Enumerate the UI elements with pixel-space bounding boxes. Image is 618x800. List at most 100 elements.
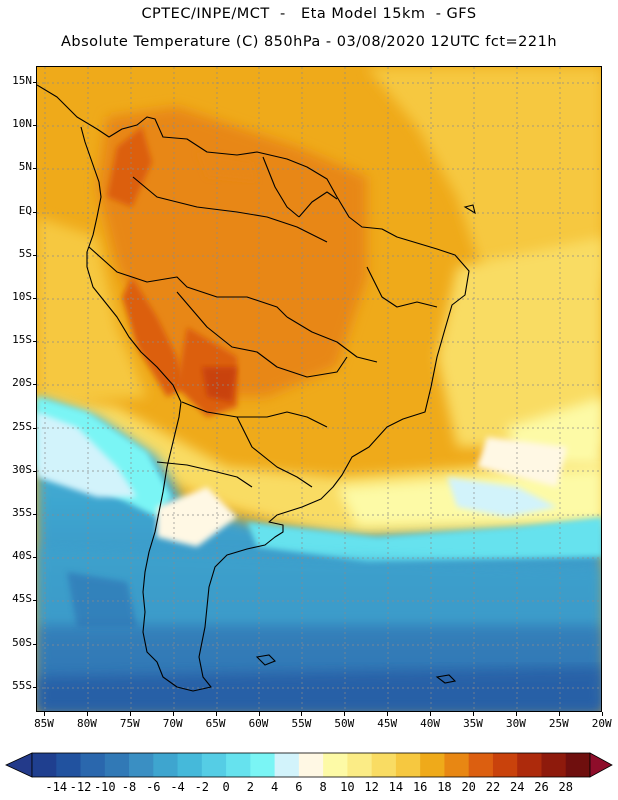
lat-label-10S: 10S bbox=[12, 290, 32, 303]
colorbar-label: -6 bbox=[146, 780, 161, 794]
colorbar-label: 6 bbox=[295, 780, 303, 794]
lat-lon-grid bbox=[37, 67, 601, 711]
lon-label-45W: 45W bbox=[377, 717, 398, 730]
colorbar-segment bbox=[129, 753, 154, 777]
lon-label-25W: 25W bbox=[548, 717, 569, 730]
lat-tick bbox=[33, 427, 37, 429]
lat-tick bbox=[33, 557, 37, 559]
colorbar-segment bbox=[517, 753, 542, 777]
colorbar-segment bbox=[541, 753, 567, 777]
colorbar-segment bbox=[492, 753, 518, 777]
temperature-field bbox=[37, 67, 601, 711]
lon-label-65W: 65W bbox=[205, 717, 226, 730]
lon-label-60W: 60W bbox=[248, 717, 269, 730]
lon-tick bbox=[473, 712, 474, 716]
colorbar-label: 24 bbox=[509, 780, 525, 794]
colorbar-label: 20 bbox=[461, 780, 476, 794]
colorbar-label: -2 bbox=[194, 780, 210, 794]
colorbar-segment bbox=[80, 753, 106, 777]
temperature-map bbox=[36, 66, 602, 712]
colorbar-label: 26 bbox=[534, 780, 549, 794]
colorbar-segment bbox=[104, 753, 130, 777]
lat-label-15S: 15S bbox=[12, 333, 32, 347]
colorbar-label: 2 bbox=[246, 780, 254, 794]
colorbar-label: 22 bbox=[485, 780, 501, 794]
lat-tick bbox=[33, 298, 37, 299]
lat-label-45S: 45S bbox=[12, 592, 32, 606]
colorbar-label: 18 bbox=[437, 780, 452, 794]
lat-label-30S: 30S bbox=[12, 462, 32, 476]
colorbar-segment bbox=[226, 753, 251, 777]
colorbar-segment bbox=[32, 753, 57, 777]
colorbar-segment bbox=[274, 753, 300, 777]
colorbar-segment bbox=[298, 753, 324, 777]
colorbar bbox=[5, 752, 613, 778]
lat-label-5N: 5N bbox=[18, 160, 32, 174]
colorbar-segment bbox=[444, 753, 470, 777]
lat-label-EQ: EQ bbox=[18, 203, 32, 217]
lon-tick bbox=[344, 712, 346, 716]
colorbar-segment bbox=[565, 753, 591, 777]
lon-tick bbox=[387, 712, 389, 716]
lon-tick bbox=[258, 712, 260, 716]
lat-label-15N: 15N bbox=[12, 74, 32, 87]
colorbar-label: 16 bbox=[412, 780, 428, 794]
colorbar-label: 4 bbox=[270, 780, 279, 794]
colorbar-label: 14 bbox=[388, 780, 404, 794]
colorbar-label: -4 bbox=[170, 780, 185, 794]
lat-tick bbox=[33, 211, 37, 213]
lat-tick bbox=[33, 254, 37, 256]
colorbar-label: 0 bbox=[222, 780, 230, 794]
colorbar-segment bbox=[201, 753, 227, 777]
colorbar-label: -14 bbox=[45, 780, 68, 794]
lat-tick bbox=[33, 514, 37, 515]
colorbar-segment bbox=[56, 753, 82, 777]
lat-tick bbox=[33, 600, 37, 602]
colorbar-segment bbox=[468, 753, 494, 777]
lon-tick bbox=[129, 712, 131, 716]
lat-tick bbox=[33, 125, 37, 127]
lat-tick bbox=[33, 168, 37, 170]
lon-label-80W: 80W bbox=[76, 717, 97, 730]
lat-label-25S: 25S bbox=[12, 419, 32, 433]
colorbar-segment bbox=[153, 753, 179, 777]
lat-label-10N: 10N bbox=[12, 117, 32, 131]
colorbar-segment bbox=[250, 753, 276, 777]
lon-tick bbox=[601, 712, 603, 716]
lon-tick bbox=[301, 712, 303, 716]
lon-tick bbox=[172, 712, 174, 716]
colorbar-segment bbox=[323, 753, 348, 777]
coastline bbox=[37, 84, 470, 692]
lon-label-35W: 35W bbox=[463, 717, 483, 730]
lat-tick bbox=[33, 470, 37, 472]
map-title: CPTEC/INPE/MCT - Eta Model 15km - GFS bbox=[141, 6, 477, 22]
lon-tick bbox=[86, 712, 88, 716]
lat-tick bbox=[33, 341, 37, 343]
colorbar-label: -10 bbox=[93, 780, 116, 794]
colorbar-segment bbox=[395, 753, 421, 777]
lon-label-70W: 70W bbox=[162, 717, 183, 730]
lon-tick bbox=[215, 712, 217, 716]
lon-label-40W: 40W bbox=[420, 717, 441, 730]
islands bbox=[255, 204, 476, 684]
colorbar-min-arrow bbox=[5, 752, 33, 778]
lon-label-30W: 30W bbox=[505, 717, 526, 730]
lon-tick bbox=[430, 712, 432, 716]
colorbar-label: -8 bbox=[121, 780, 137, 794]
lat-label-40S: 40S bbox=[12, 549, 32, 563]
colorbar-segment bbox=[177, 753, 203, 777]
lat-tick bbox=[33, 686, 37, 688]
lat-tick bbox=[33, 643, 37, 645]
colorbar-max-arrow bbox=[589, 752, 613, 778]
colorbar-label: 28 bbox=[558, 780, 573, 794]
colorbar-label: -12 bbox=[69, 780, 92, 794]
lat-label-55S: 55S bbox=[12, 678, 32, 692]
lon-tick bbox=[558, 712, 560, 716]
lat-label-50S: 50S bbox=[12, 635, 32, 649]
lon-label-50W: 50W bbox=[334, 717, 355, 730]
colorbar-label: 8 bbox=[319, 780, 327, 794]
colorbar-label: 10 bbox=[340, 780, 355, 794]
colorbar-segment bbox=[371, 753, 397, 777]
lon-label-55W: 55W bbox=[291, 717, 312, 730]
colorbar-segment bbox=[347, 753, 373, 777]
